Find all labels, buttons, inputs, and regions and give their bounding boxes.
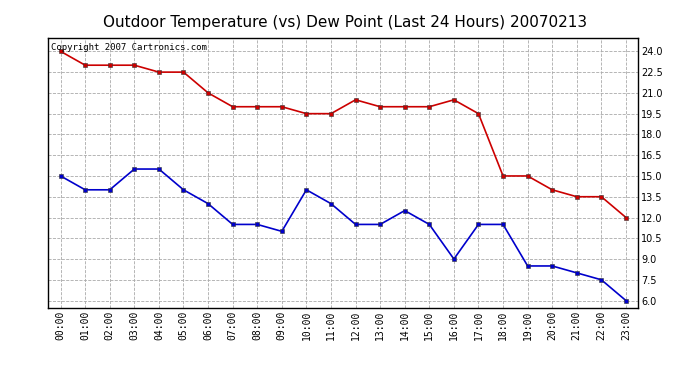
Text: Copyright 2007 Cartronics.com: Copyright 2007 Cartronics.com bbox=[51, 43, 207, 52]
Text: Outdoor Temperature (vs) Dew Point (Last 24 Hours) 20070213: Outdoor Temperature (vs) Dew Point (Last… bbox=[103, 15, 587, 30]
